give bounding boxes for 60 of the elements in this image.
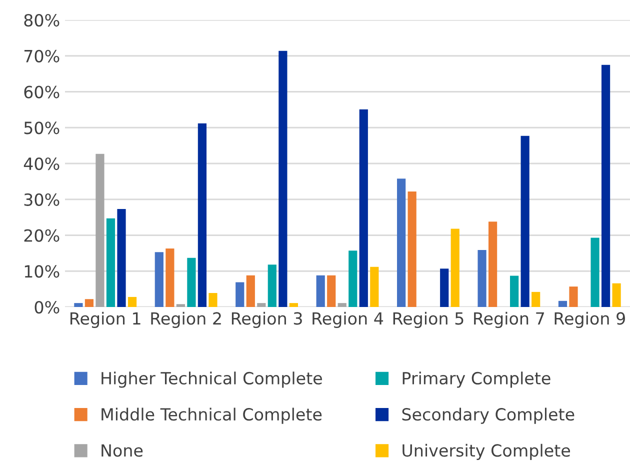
bar xyxy=(348,250,358,307)
bar xyxy=(440,268,449,307)
bar xyxy=(187,258,196,307)
bar xyxy=(208,293,218,307)
bar xyxy=(488,222,498,307)
bar xyxy=(590,238,600,307)
legend-label: University Complete xyxy=(402,444,570,460)
y-tick-label: 10% xyxy=(24,265,60,278)
legend-label: Higher Technical Complete xyxy=(102,372,322,388)
bar xyxy=(257,303,266,307)
x-tick-label: Region 3 xyxy=(232,312,302,328)
y-tick-label: 60% xyxy=(24,86,60,98)
y-tick-label: 40% xyxy=(24,157,60,170)
bar xyxy=(74,303,83,307)
bar xyxy=(316,275,325,307)
y-tick-label: 20% xyxy=(24,229,60,242)
bar xyxy=(198,123,207,307)
x-tick-label: Region 7 xyxy=(474,312,544,328)
bar xyxy=(84,299,94,307)
bar xyxy=(532,292,540,307)
x-tick-label: Region 1 xyxy=(70,312,140,328)
legend-label: Middle Technical Complete xyxy=(102,408,322,424)
bar xyxy=(166,248,174,307)
y-tick-label: 80% xyxy=(24,14,60,27)
bar xyxy=(278,50,288,307)
y-tick-label: 70% xyxy=(24,50,60,62)
bar xyxy=(289,303,298,307)
bar xyxy=(236,282,244,307)
bar xyxy=(558,300,568,307)
y-tick-label: 30% xyxy=(24,193,60,206)
x-tick-label: Region 5 xyxy=(393,312,464,328)
bar xyxy=(408,191,416,307)
bar xyxy=(327,275,336,307)
bar xyxy=(117,209,126,307)
legend-label: Secondary Complete xyxy=(402,408,574,424)
bar xyxy=(510,276,519,307)
bar xyxy=(450,228,460,307)
bar xyxy=(359,109,368,307)
bar xyxy=(96,154,104,307)
bar xyxy=(520,136,530,307)
legend-label: None xyxy=(102,444,143,457)
bar xyxy=(601,64,610,307)
bar xyxy=(106,218,116,307)
bar xyxy=(569,286,578,307)
bar xyxy=(128,296,137,307)
bar xyxy=(612,283,621,307)
x-tick-label: Region 9 xyxy=(554,312,625,328)
bar xyxy=(154,252,164,307)
bar xyxy=(176,304,185,307)
bar xyxy=(478,250,486,307)
bar xyxy=(338,303,346,307)
bar xyxy=(397,178,406,307)
x-tick-label: Region 4 xyxy=(312,312,384,328)
legend-label: Primary Complete xyxy=(402,372,550,388)
y-tick-label: 50% xyxy=(24,122,60,134)
bar xyxy=(268,264,276,307)
bar xyxy=(246,275,255,307)
x-tick-label: Region 2 xyxy=(151,312,221,328)
bar xyxy=(370,266,379,307)
y-tick-label: 0% xyxy=(34,300,60,314)
